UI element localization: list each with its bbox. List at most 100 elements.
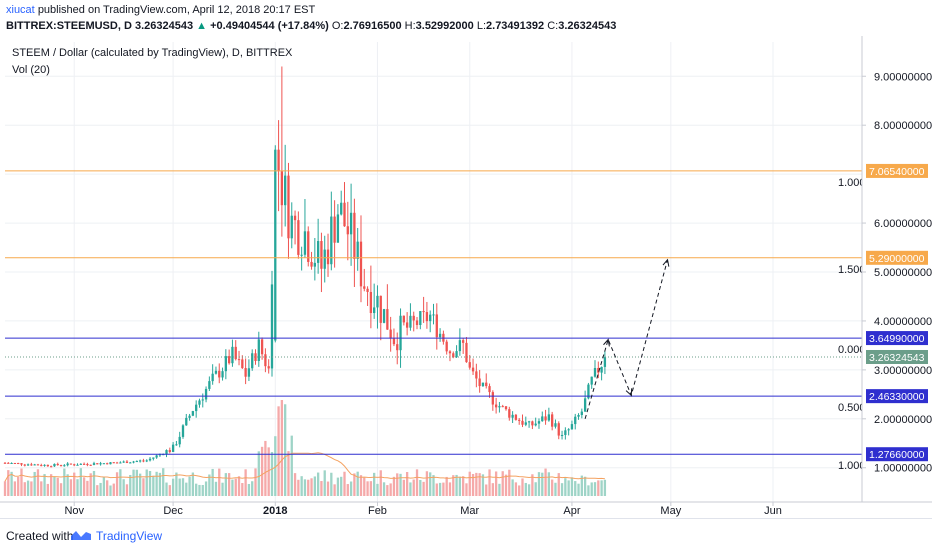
- projection-path[interactable]: [584, 259, 668, 419]
- candle: [580, 408, 583, 419]
- volume-bar: [227, 473, 231, 496]
- candle-body: [300, 254, 303, 256]
- volume-bar: [527, 484, 531, 496]
- volume-bar: [20, 468, 23, 496]
- volume-bar: [46, 483, 50, 496]
- candle: [570, 420, 574, 430]
- candle: [336, 204, 340, 243]
- candle: [241, 355, 244, 369]
- volume-bar: [175, 472, 178, 496]
- volume-bar: [336, 477, 340, 496]
- candle: [221, 367, 224, 381]
- candle: [587, 382, 590, 400]
- price-tick-label: 8.00000000: [874, 120, 932, 132]
- volume-bar: [359, 475, 363, 496]
- volume-bar: [313, 476, 316, 496]
- candle-body: [445, 341, 448, 352]
- tradingview-brand[interactable]: TradingView: [96, 529, 163, 543]
- candle: [455, 345, 458, 359]
- candle: [96, 463, 99, 465]
- price-tag-label: 5.29000000: [869, 253, 925, 265]
- fib-level-label: 0.000: [838, 344, 866, 356]
- candle: [508, 406, 511, 421]
- candle: [521, 414, 524, 428]
- volume-bar: [49, 474, 53, 496]
- volume-bar: [577, 483, 580, 496]
- price-tag: 2.46330000: [866, 389, 928, 404]
- volume-bar: [567, 480, 570, 496]
- candle: [99, 461, 102, 466]
- candle-body: [554, 423, 557, 427]
- candle-body: [260, 339, 264, 355]
- candle-body: [508, 409, 511, 418]
- volume-bar: [56, 477, 59, 496]
- volume-bar: [544, 468, 547, 496]
- price-tag-label: 3.26324543: [869, 352, 925, 364]
- candle: [452, 351, 455, 359]
- volume-bar: [560, 483, 564, 496]
- volume-bar: [597, 480, 600, 496]
- candle-body: [82, 463, 86, 465]
- candle-body: [369, 291, 373, 314]
- candle: [264, 348, 267, 373]
- candle-body: [544, 416, 547, 421]
- candle-body: [270, 284, 274, 369]
- candle: [600, 366, 603, 381]
- candle-body: [204, 388, 208, 400]
- candle: [30, 462, 33, 466]
- volume-bar: [185, 482, 188, 496]
- author-link[interactable]: xiucat: [6, 4, 35, 16]
- time-scale[interactable]: Nov Dec 2018 Feb Mar Apr May Jun: [64, 502, 782, 517]
- candle: [551, 411, 554, 431]
- tradingview-logo-icon[interactable]: [70, 528, 92, 542]
- candle: [175, 440, 178, 446]
- candle-body: [112, 462, 115, 464]
- candle: [201, 393, 204, 408]
- candle-body: [49, 466, 53, 468]
- volume-bar: [445, 476, 448, 496]
- volume-bar: [201, 484, 204, 496]
- candle-body: [511, 414, 514, 418]
- candle-body: [379, 295, 382, 323]
- candle: [313, 238, 316, 281]
- candle-body: [191, 411, 195, 416]
- candle: [7, 462, 10, 464]
- price-scale[interactable]: 9.00000000 8.00000000 6.00000000 5.00000000…: [862, 71, 932, 475]
- volume-bar: [254, 468, 257, 496]
- candle-body: [491, 392, 494, 405]
- candle: [359, 215, 363, 303]
- projection-arrowhead: [603, 258, 670, 397]
- candle-body: [23, 464, 26, 466]
- volume-bar: [36, 469, 40, 496]
- candle: [524, 416, 527, 427]
- volume-bar: [570, 477, 574, 496]
- volume-bar: [241, 483, 244, 496]
- candle-body: [580, 411, 583, 415]
- candle: [181, 424, 185, 439]
- volume-bar: [564, 478, 567, 496]
- candle-body: [405, 322, 409, 328]
- volume-bar: [145, 469, 148, 496]
- price-chart[interactable]: 1.000 1.500 0.000 0.500 1.000 9.00000000 8.00…: [0, 36, 932, 518]
- volume-bar: [425, 471, 429, 496]
- volume-bar: [531, 474, 534, 496]
- volume-bar: [171, 478, 175, 496]
- volume-bar: [399, 473, 402, 496]
- candle-body: [458, 340, 462, 352]
- candle-body: [53, 463, 56, 467]
- time-tick-label: May: [660, 505, 681, 517]
- candle-body: [145, 460, 148, 462]
- candle-body: [175, 444, 178, 446]
- candle-body: [564, 430, 567, 435]
- volume-bar: [452, 475, 455, 496]
- candle-body: [307, 231, 310, 262]
- volume-bar: [323, 470, 326, 496]
- volume-bar: [488, 469, 491, 496]
- candle: [330, 191, 333, 271]
- candle-body: [66, 463, 69, 466]
- candle-body: [73, 464, 76, 466]
- candle: [185, 413, 188, 426]
- candle: [43, 464, 46, 467]
- candle: [231, 339, 234, 367]
- fib-retracement[interactable]: 1.000 1.500 0.000 0.500 1.000: [5, 170, 866, 472]
